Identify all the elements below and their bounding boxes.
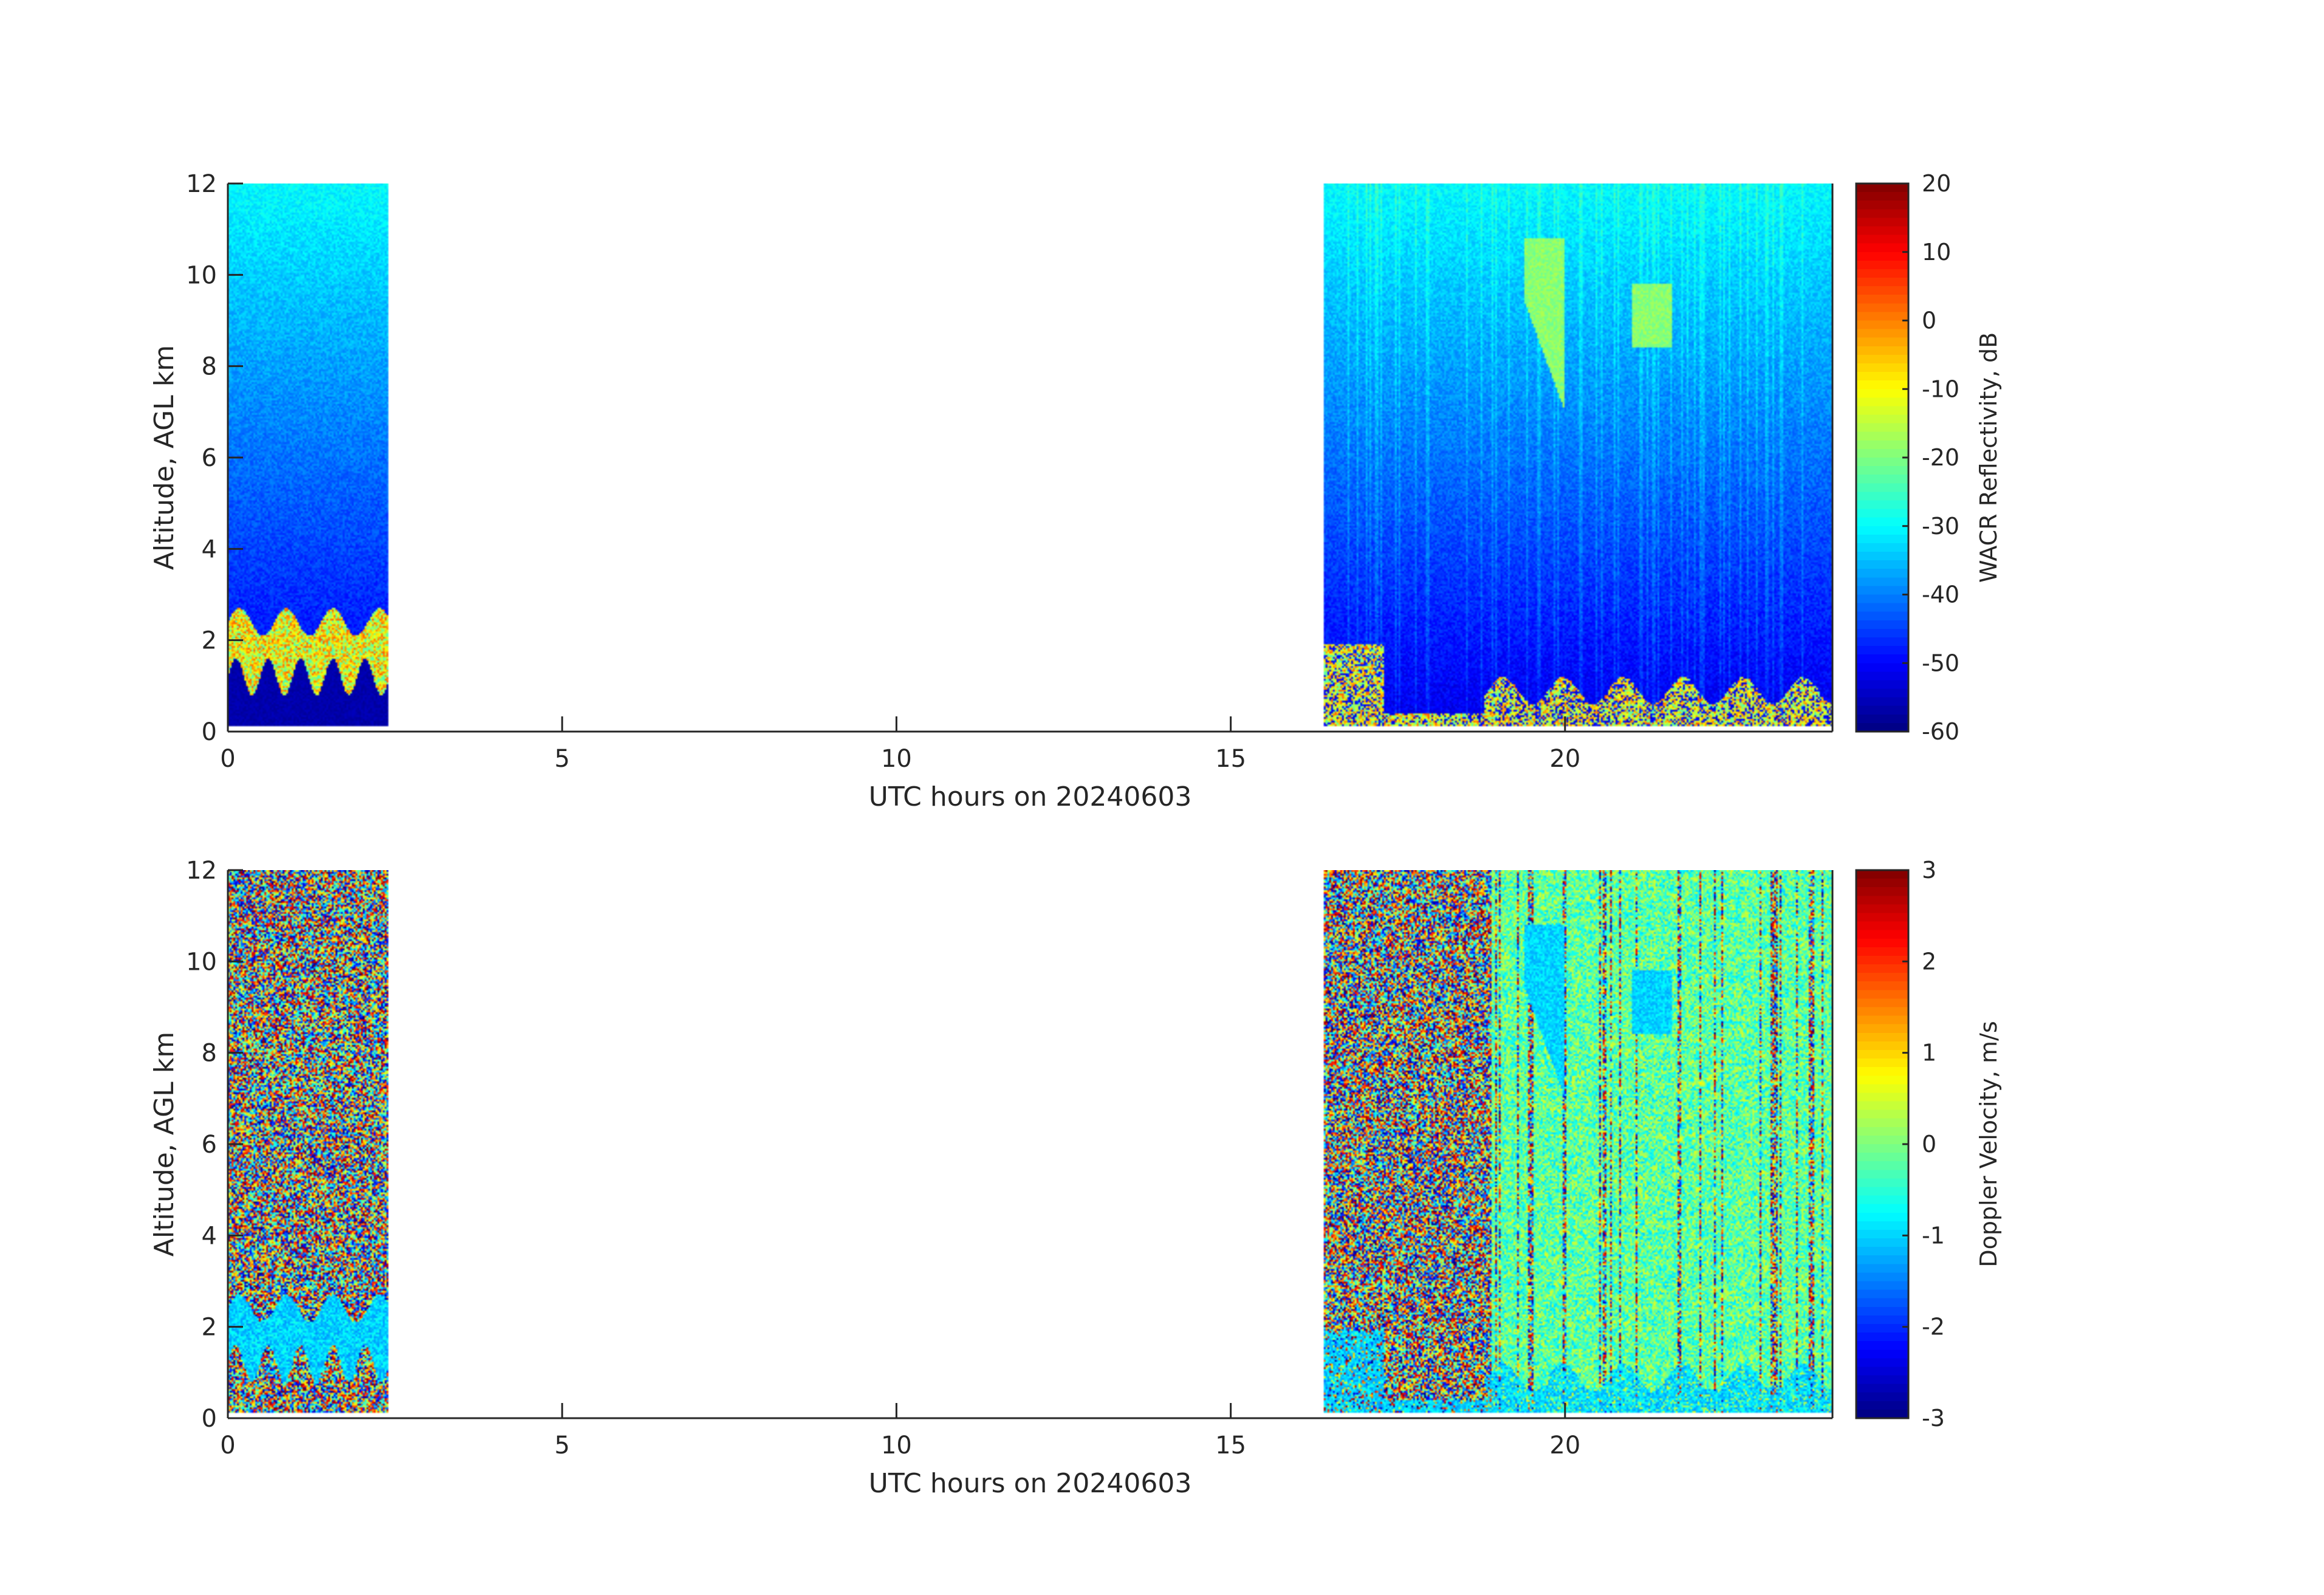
x-tick-label: 5 <box>554 1432 569 1460</box>
colorbar-tick-label: -50 <box>1922 650 1959 676</box>
y-tick-label: 0 <box>202 1405 217 1433</box>
y-tick-label: 0 <box>202 718 217 746</box>
colorbar-tick-label: -1 <box>1922 1222 1945 1249</box>
colorbar-tick-label: 2 <box>1922 948 1936 975</box>
colorbar-tick-label: -60 <box>1922 718 1959 745</box>
colorbar-label: Doppler Velocity, m/s <box>1975 1021 2002 1267</box>
colorbar-tick-label: -3 <box>1922 1405 1945 1432</box>
y-tick-label: 2 <box>202 627 217 655</box>
x-tick-label: 20 <box>1549 745 1580 773</box>
colorbar-tick-label: -10 <box>1922 376 1959 402</box>
y-tick-label: 6 <box>202 1131 217 1159</box>
colorbar-tick-label: 0 <box>1922 307 1936 334</box>
colorbar-label: WACR Reflectivity, dB <box>1975 332 2002 583</box>
colorbar-frame <box>1856 184 1908 732</box>
y-tick-label: 8 <box>202 353 217 381</box>
x-tick-label: 0 <box>220 1432 235 1460</box>
x-axis-label: UTC hours on 20240603 <box>869 1468 1192 1499</box>
y-tick-label: 4 <box>202 1222 217 1250</box>
colorbar-tick-label: 10 <box>1922 239 1951 266</box>
y-tick-label: 8 <box>202 1040 217 1068</box>
chart-axes: -60-50-40-30-20-1001020WACR Reflectivity… <box>0 0 2324 1595</box>
y-axis-label: Altitude, AGL km <box>149 345 180 570</box>
x-tick-label: 5 <box>554 745 569 773</box>
y-tick-label: 2 <box>202 1314 217 1342</box>
colorbar-tick-label: 0 <box>1922 1131 1936 1158</box>
x-tick-label: 15 <box>1215 745 1246 773</box>
x-tick-label: 0 <box>220 745 235 773</box>
x-tick-label: 15 <box>1215 1432 1246 1460</box>
y-tick-label: 6 <box>202 444 217 472</box>
y-tick-label: 10 <box>186 261 217 289</box>
y-axis-label: Altitude, AGL km <box>149 1032 180 1257</box>
y-tick-label: 12 <box>186 857 217 885</box>
y-tick-label: 10 <box>186 948 217 976</box>
colorbar-tick-label: -2 <box>1922 1314 1945 1340</box>
x-axis-label: UTC hours on 20240603 <box>869 781 1192 812</box>
colorbar-tick-label: -30 <box>1922 513 1959 540</box>
colorbar-tick-label: -40 <box>1922 581 1959 608</box>
y-tick-label: 4 <box>202 535 217 563</box>
colorbar-tick-label: 3 <box>1922 857 1936 883</box>
colorbar-frame <box>1856 870 1908 1418</box>
colorbar-tick-label: 20 <box>1922 170 1951 197</box>
colorbar-tick-label: 1 <box>1922 1040 1936 1066</box>
y-tick-label: 12 <box>186 170 217 198</box>
colorbar-tick-label: -20 <box>1922 444 1959 471</box>
x-tick-label: 20 <box>1549 1432 1580 1460</box>
x-tick-label: 10 <box>881 1432 912 1460</box>
x-tick-label: 10 <box>881 745 912 773</box>
